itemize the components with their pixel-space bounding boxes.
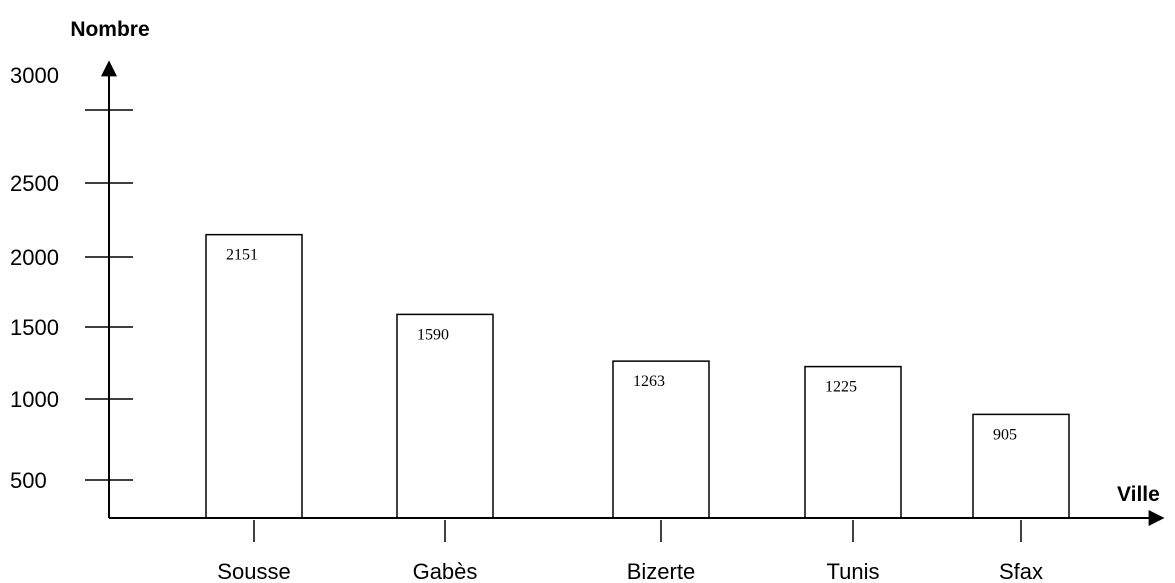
value-label-gabes: 1590	[417, 326, 449, 343]
value-label-bizerte: 1263	[633, 373, 665, 390]
bars	[205, 233, 1070, 519]
bar-sfax	[972, 413, 1070, 519]
y-tick-label-3000: 3000	[10, 63, 59, 88]
bar-bizerte	[612, 360, 710, 519]
value-label-sfax: 905	[993, 426, 1017, 443]
y-axis-tick-labels: 500 1000 1500 2000 2500 3000	[10, 63, 59, 493]
bar-tunis	[804, 365, 902, 519]
y-tick-label-2000: 2000	[10, 245, 59, 270]
y-tick-label-500: 500	[10, 468, 47, 493]
y-tick-label-2500: 2500	[10, 171, 59, 196]
y-tick-label-1000: 1000	[10, 387, 59, 412]
category-label-gabes: Gabès	[413, 559, 478, 583]
value-label-tunis: 1225	[825, 379, 857, 396]
category-label-bizerte: Bizerte	[627, 559, 695, 583]
y-axis-title: Nombre	[70, 18, 149, 41]
x-axis-title: Ville	[1117, 483, 1160, 506]
bar-value-labels: 2151 1590 1263 1225 905	[226, 247, 1017, 444]
value-label-sousse: 2151	[226, 247, 258, 264]
bar-sousse	[205, 233, 303, 519]
category-label-sfax: Sfax	[999, 559, 1043, 583]
x-axis-category-labels: Sousse Gabès Bizerte Tunis Sfax	[217, 559, 1043, 583]
category-label-sousse: Sousse	[217, 559, 290, 583]
bar-gabes	[396, 313, 494, 519]
y-tick-label-1500: 1500	[10, 315, 59, 340]
category-label-tunis: Tunis	[827, 559, 880, 583]
x-axis-ticks	[253, 520, 1022, 542]
